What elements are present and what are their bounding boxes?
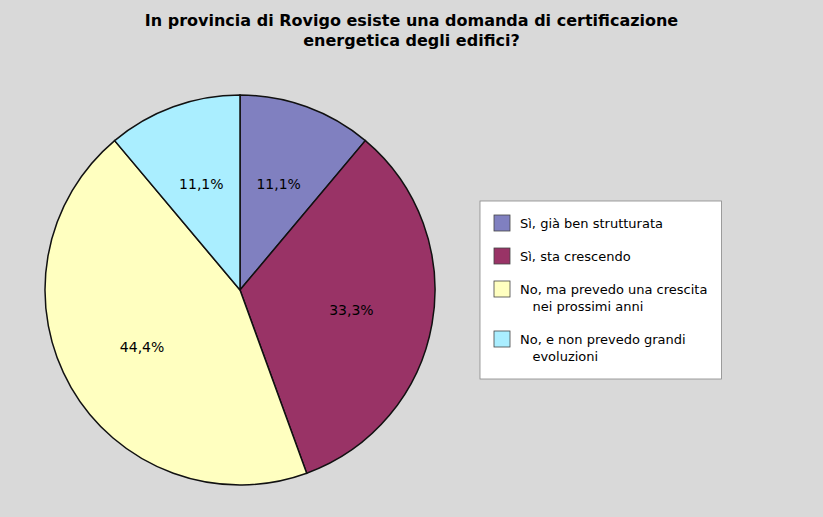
data-label: 44,4% [120,339,164,355]
data-label: 11,1% [179,176,223,192]
legend-item: No, e non prevedo grandi evoluzioni [494,331,686,364]
legend-label: Sì, sta crescendo [520,249,631,264]
background [0,0,823,517]
legend-label: No, e non prevedo grandi evoluzioni [520,332,686,364]
legend-frame [480,201,721,379]
title: In provincia di Rovigo esiste una domand… [145,11,679,50]
legend: Sì, già ben strutturata Sì, sta crescendo… [480,201,721,379]
legend-swatch [494,215,510,231]
legend-item: No, ma prevedo una crescita nei prossimi… [494,281,707,314]
legend-swatch [494,248,510,264]
legend-label: No, ma prevedo una crescita nei prossimi… [520,282,707,314]
legend-swatch [494,281,510,297]
legend-item: Sì, già ben strutturata [494,215,663,231]
legend-swatch [494,331,510,347]
data-label: 11,1% [256,176,300,192]
legend-item: Sì, sta crescendo [494,248,631,264]
data-label: 33,3% [329,302,373,318]
chart: In provincia di Rovigo esiste una domand… [0,0,823,517]
pie-slice [115,95,240,290]
pie: 11,1% 33,3% 44,4% 11,1% [45,95,435,485]
legend-label: Sì, già ben strutturata [520,216,663,231]
